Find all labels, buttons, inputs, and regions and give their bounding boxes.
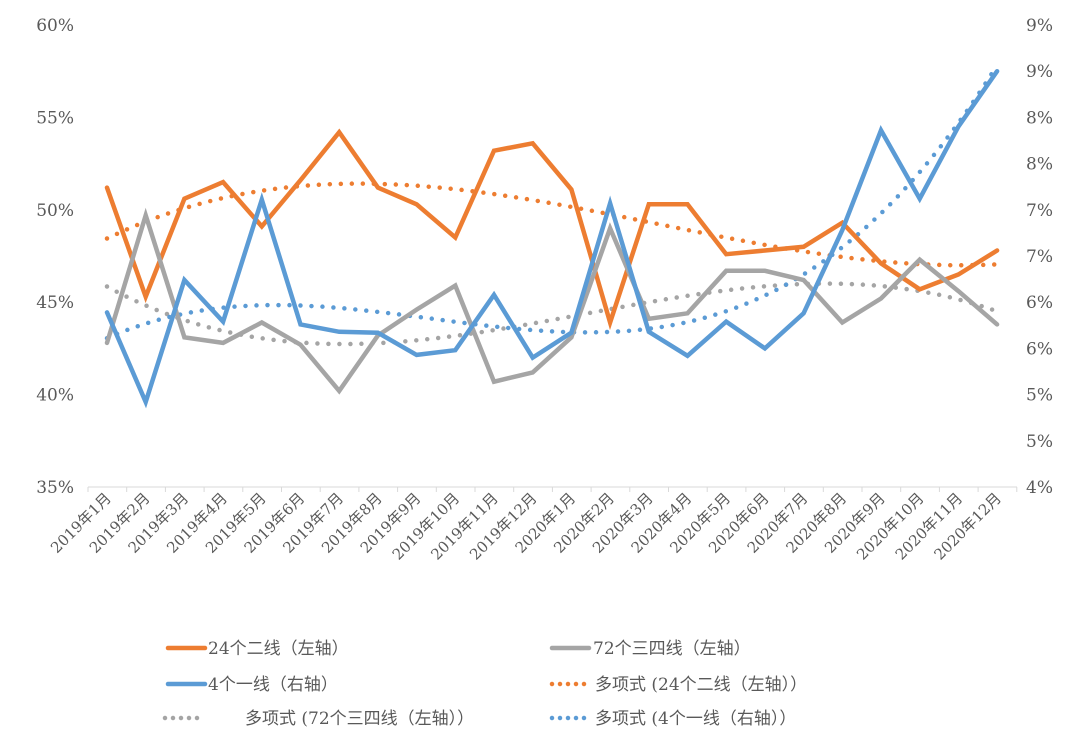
right-axis-ticks: 4% 5% 5% 6% 6% 7% 7% 8% 8% 9% 9% (1026, 16, 1053, 498)
right-axis-tick-label: 5% (1026, 386, 1053, 406)
right-axis-tick-label: 8% (1026, 108, 1053, 128)
legend-label: 多项式 (4个一线（右轴）） (595, 709, 796, 729)
left-axis-tick-label: 40% (36, 386, 74, 406)
legend-item: 72个三四线（左轴） (552, 639, 751, 659)
series-line-second-tier (107, 132, 997, 322)
left-axis-tick-label: 60% (36, 16, 74, 36)
left-axis-ticks: 35% 40% 45% 50% 55% 60% (36, 16, 74, 498)
trendline-second-tier (107, 184, 997, 266)
right-axis-tick-label: 7% (1026, 201, 1053, 221)
legend-item: 多项式 (24个二线（左轴）） (552, 675, 807, 695)
right-axis-tick-label: 6% (1026, 339, 1053, 359)
right-axis-tick-label: 8% (1026, 155, 1053, 175)
series-lines (107, 71, 997, 402)
right-axis-tick-label: 9% (1026, 62, 1053, 82)
series-line-third-fourth-tier (107, 215, 997, 391)
legend-label: 4个一线（右轴） (208, 675, 338, 695)
right-axis-tick-label: 5% (1026, 432, 1053, 452)
right-axis-tick-label: 9% (1026, 16, 1053, 36)
left-axis-tick-label: 45% (36, 293, 74, 313)
legend-item: 24个二线（左轴） (168, 639, 349, 659)
right-axis-tick-label: 4% (1026, 478, 1053, 498)
legend-label: 多项式 (72个三四线（左轴）） (245, 709, 474, 729)
left-axis-tick-label: 50% (36, 201, 74, 221)
x-axis-ticks: 2019年1月2019年2月2019年3月2019年4月2019年5月2019年… (47, 487, 1017, 564)
legend-item: 4个一线（右轴） (168, 675, 338, 695)
right-axis-tick-label: 6% (1026, 293, 1053, 313)
left-axis-tick-label: 35% (36, 478, 74, 498)
right-axis-tick-label: 7% (1026, 247, 1053, 267)
legend-item: 多项式 (72个三四线（左轴）） (165, 709, 474, 729)
legend-label: 72个三四线（左轴） (593, 639, 751, 659)
legend: 24个二线（左轴） 72个三四线（左轴） 4个一线（右轴） 多项式 (24个二线（左轴… (165, 639, 807, 729)
legend-item: 多项式 (4个一线（右轴）） (552, 709, 796, 729)
legend-label: 24个二线（左轴） (208, 639, 349, 659)
left-axis-tick-label: 55% (36, 108, 74, 128)
legend-label: 多项式 (24个二线（左轴）） (595, 675, 807, 695)
